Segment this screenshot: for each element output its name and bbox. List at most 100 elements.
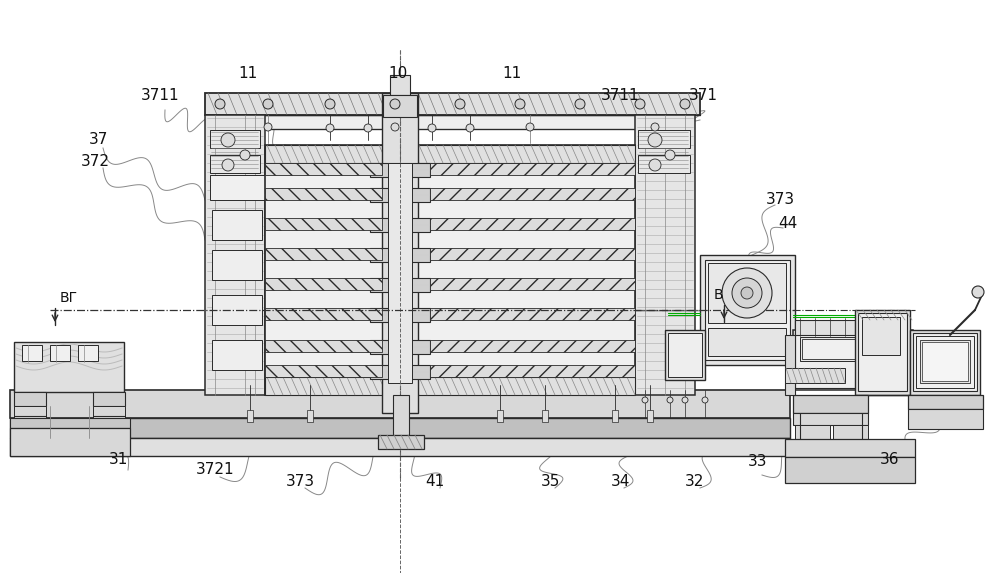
Bar [920, 340, 970, 383]
Text: 36: 36 [880, 453, 900, 468]
Bar [10, 418, 130, 428]
Bar [265, 188, 382, 200]
Bar [210, 130, 260, 148]
Bar [10, 438, 790, 456]
Bar [855, 310, 910, 395]
Circle shape [972, 286, 984, 298]
Bar [205, 93, 700, 115]
Bar [833, 425, 868, 439]
Bar [793, 330, 913, 390]
Circle shape [702, 397, 708, 403]
Bar [14, 392, 46, 406]
Bar [93, 392, 125, 406]
Bar [910, 330, 980, 395]
Circle shape [642, 397, 648, 403]
Circle shape [682, 397, 688, 403]
Bar [705, 260, 790, 360]
Bar [795, 332, 911, 388]
Bar [388, 163, 412, 383]
Text: 37: 37 [88, 132, 108, 147]
Bar [430, 365, 635, 377]
Bar [800, 337, 860, 361]
Bar [647, 410, 653, 422]
Bar [708, 328, 786, 356]
Text: 41: 41 [425, 474, 445, 489]
Bar [430, 218, 635, 230]
Bar [212, 210, 262, 240]
Bar [212, 295, 262, 325]
Text: 3721: 3721 [196, 462, 234, 477]
Bar [700, 255, 795, 365]
Text: 44: 44 [778, 215, 798, 230]
Bar [205, 115, 265, 395]
Bar [668, 333, 702, 377]
Bar [14, 406, 46, 418]
Bar [612, 410, 618, 422]
Circle shape [649, 159, 661, 171]
Circle shape [240, 150, 250, 160]
Bar [265, 145, 635, 163]
Bar [370, 188, 430, 202]
Bar [638, 155, 690, 173]
Text: 11: 11 [502, 66, 522, 81]
Bar [390, 75, 410, 95]
Bar [265, 163, 382, 175]
Circle shape [455, 99, 465, 109]
Circle shape [264, 123, 272, 131]
Bar [265, 377, 635, 395]
Circle shape [635, 99, 645, 109]
Circle shape [215, 99, 225, 109]
Circle shape [391, 123, 399, 131]
Circle shape [263, 99, 273, 109]
Circle shape [221, 133, 235, 147]
Bar [542, 410, 548, 422]
Bar [785, 368, 845, 383]
Circle shape [515, 99, 525, 109]
Bar [265, 218, 382, 230]
Circle shape [390, 99, 400, 109]
Bar [14, 342, 124, 392]
Bar [908, 395, 983, 409]
Bar [265, 278, 382, 290]
Bar [785, 457, 915, 483]
Bar [370, 278, 430, 292]
Bar [370, 340, 430, 354]
Bar [383, 95, 417, 117]
Text: 32: 32 [685, 474, 705, 489]
Bar [370, 248, 430, 262]
Bar [785, 439, 915, 457]
Text: 373: 373 [765, 193, 795, 207]
Bar [370, 163, 430, 177]
Circle shape [364, 124, 372, 132]
Bar [212, 340, 262, 370]
Bar [378, 435, 424, 449]
Bar [22, 345, 42, 361]
Bar [245, 115, 660, 129]
Bar [497, 410, 503, 422]
Bar [635, 115, 695, 395]
Bar [638, 130, 690, 148]
Bar [212, 250, 262, 280]
Bar [370, 218, 430, 232]
Circle shape [651, 123, 659, 131]
Bar [265, 365, 382, 377]
Bar [10, 418, 790, 438]
Bar [210, 175, 265, 200]
Bar [78, 345, 98, 361]
Circle shape [575, 99, 585, 109]
Bar [795, 320, 855, 335]
Circle shape [722, 268, 772, 318]
Text: 10: 10 [388, 65, 408, 80]
Bar [793, 413, 868, 425]
Circle shape [222, 159, 234, 171]
Bar [430, 248, 635, 260]
Circle shape [428, 124, 436, 132]
Bar [708, 263, 786, 323]
Circle shape [648, 133, 662, 147]
Bar [862, 317, 900, 355]
Bar [210, 155, 260, 173]
Bar [430, 163, 635, 175]
Text: 31: 31 [108, 453, 128, 468]
Bar [908, 409, 983, 429]
Circle shape [667, 397, 673, 403]
